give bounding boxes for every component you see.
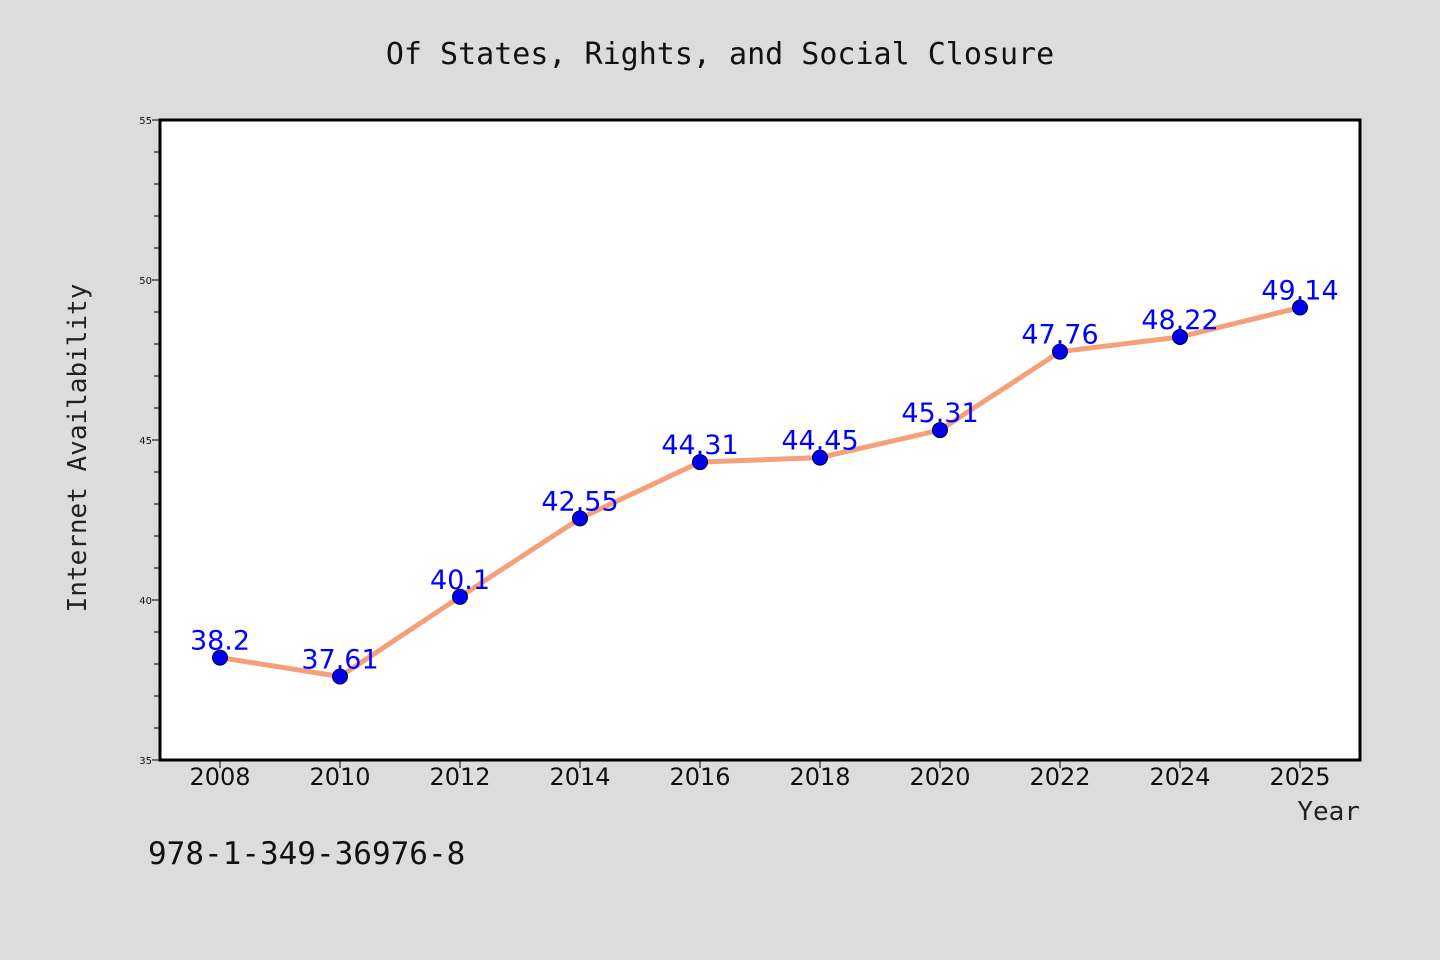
series-line [217, 305, 1303, 679]
x-axis: 2008 2010 2012 2014 2016 2018 2020 2022 2024 2025 [189, 760, 1331, 791]
y-tick-label: 55 [139, 116, 152, 127]
data-label: 40.1 [430, 565, 490, 596]
y-tick-label: 50 [139, 276, 152, 287]
y-tick-label: 45 [139, 436, 152, 447]
data-point [332, 668, 348, 685]
data-label: 48.22 [1141, 305, 1218, 336]
data-label: 45.31 [901, 398, 978, 429]
x-tick-label: 2025 [1269, 763, 1330, 791]
data-label: 37.61 [301, 644, 378, 675]
data-point [1052, 343, 1068, 360]
x-tick-label: 2012 [429, 763, 490, 791]
y-axis: 35 40 45 50 55 [139, 116, 160, 767]
data-point [212, 649, 228, 666]
data-point [452, 588, 468, 605]
data-point [572, 510, 588, 527]
x-tick-label: 2024 [1149, 763, 1210, 791]
x-tick-label: 2022 [1029, 763, 1090, 791]
x-tick-label: 2018 [789, 763, 850, 791]
y-tick-label: 40 [139, 596, 152, 607]
data-point [1172, 328, 1188, 345]
x-tick-label: 2010 [309, 763, 370, 791]
series-layer: 38.2 37.61 40.1 42.55 44.31 44.45 45.31 47.76 48… [190, 276, 1339, 685]
data-point [1292, 299, 1308, 316]
x-tick-label: 2008 [189, 763, 250, 791]
y-axis-label: Internet Availability [63, 284, 93, 613]
x-axis-label: Year [1297, 797, 1360, 827]
data-label: 44.45 [781, 426, 858, 457]
plot-area [158, 118, 1362, 762]
data-label: 44.31 [661, 430, 738, 461]
isbn-footnote: 978-1-349-36976-8 [148, 836, 465, 872]
data-label: 42.55 [541, 486, 618, 517]
data-label: 47.76 [1021, 320, 1098, 351]
y-tick-label: 35 [139, 756, 152, 767]
data-label: 38.2 [190, 626, 250, 657]
x-tick-label: 2020 [909, 763, 970, 791]
data-point [932, 422, 948, 439]
x-tick-label: 2014 [549, 763, 610, 791]
data-label: 49.14 [1261, 276, 1338, 307]
chart-title: Of States, Rights, and Social Closure [386, 37, 1054, 72]
data-point [692, 454, 708, 471]
x-tick-label: 2016 [669, 763, 730, 791]
data-point [812, 449, 828, 466]
